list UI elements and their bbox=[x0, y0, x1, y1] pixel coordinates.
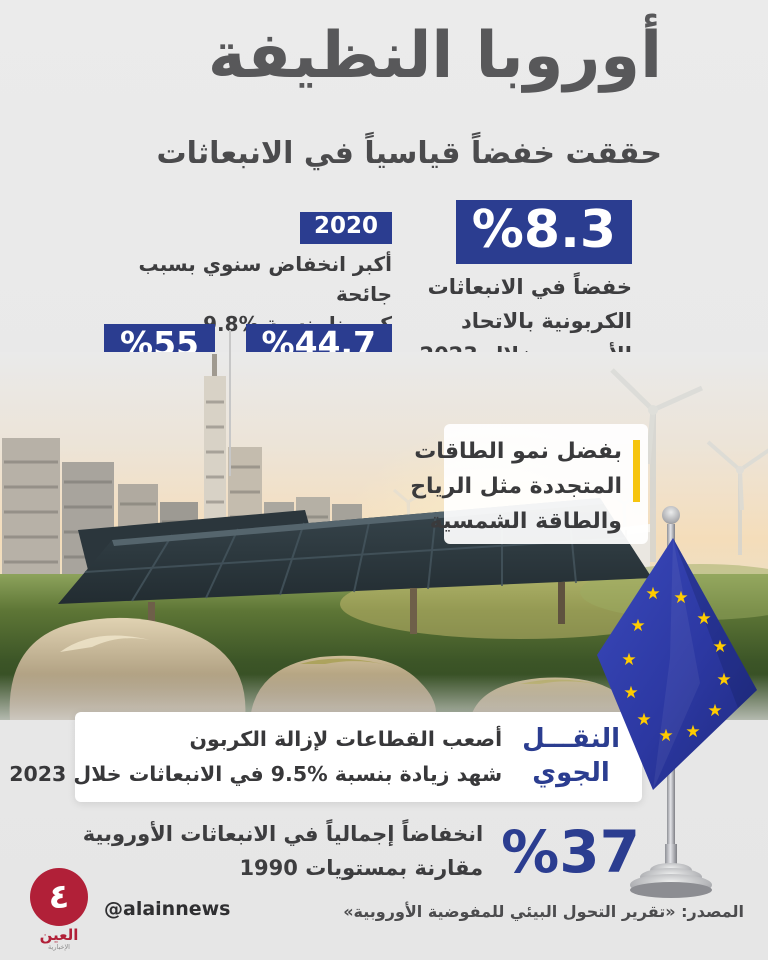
yellow-highlight-bar bbox=[633, 440, 640, 502]
aviation-text: أصعب القطاعات لإزالة الكربون شهد زيادة ب… bbox=[9, 727, 503, 786]
stat-overall-1990-value: %37 bbox=[501, 817, 640, 886]
svg-text:★: ★ bbox=[716, 670, 731, 690]
svg-text:★: ★ bbox=[623, 683, 638, 703]
flag-cloth bbox=[597, 538, 757, 790]
renewables-note-text: بفضل نمو الطاقات المتجددة مثل الرياح وال… bbox=[410, 439, 622, 535]
alain-logo-title: العين bbox=[39, 926, 79, 944]
svg-text:★: ★ bbox=[696, 609, 711, 629]
stat-overall-1990: %37 انخفاضاً إجمالياً في الانبعاثات الأو… bbox=[83, 818, 640, 885]
column-divider bbox=[229, 330, 231, 476]
eu-desk-flag: ★ ★ ★★ ★★ ★★ ★★ ★★ bbox=[597, 506, 757, 898]
svg-text:★: ★ bbox=[658, 726, 673, 746]
renewables-note: بفضل نمو الطاقات المتجددة مثل الرياح وال… bbox=[410, 424, 648, 544]
page-subtitle: حققت خفضاً قياسياً في الانبعاثات bbox=[156, 136, 662, 171]
stat-covid-2020-value: 2020 bbox=[299, 212, 392, 244]
aviation-label: النقـــل الجوي bbox=[522, 724, 620, 788]
flag-base bbox=[630, 844, 712, 898]
svg-text:★: ★ bbox=[712, 637, 727, 657]
svg-text:★: ★ bbox=[621, 650, 636, 670]
source-credit: المصدر: «تقرير التحول البيئي للمفوضية ال… bbox=[343, 902, 744, 921]
svg-text:★: ★ bbox=[707, 701, 722, 721]
stat-covid-2020: 2020 أكبر انخفاض سنوي بسبب جائحة كورونا … bbox=[92, 212, 392, 339]
svg-text:★: ★ bbox=[630, 616, 645, 636]
social-handle: @alainnews bbox=[104, 898, 231, 921]
flag-finial bbox=[662, 506, 680, 524]
page-title: أوروبا النظيفة bbox=[207, 19, 663, 93]
svg-text:★: ★ bbox=[636, 710, 651, 730]
stat-emissions-2023-value: %8.3 bbox=[455, 200, 632, 265]
alain-logo: ٤ العين الإخبارية bbox=[30, 868, 88, 951]
alain-logo-subtitle: الإخبارية bbox=[48, 943, 70, 951]
landscape-scene bbox=[0, 352, 768, 720]
svg-text:★: ★ bbox=[645, 584, 660, 604]
flag-stars: ★ ★ ★★ ★★ ★★ ★★ ★★ bbox=[621, 584, 731, 746]
svg-text:★: ★ bbox=[685, 722, 700, 742]
aviation-card: النقـــل الجوي أصعب القطاعات لإزالة الكر… bbox=[9, 712, 642, 802]
stat-overall-1990-caption: انخفاضاً إجمالياً في الانبعاثات الأوروبي… bbox=[82, 822, 484, 880]
alain-logo-icon: ٤ bbox=[30, 868, 88, 926]
brand-block: ٤ العين الإخبارية @alainnews bbox=[30, 868, 230, 951]
svg-text:★: ★ bbox=[673, 588, 688, 608]
